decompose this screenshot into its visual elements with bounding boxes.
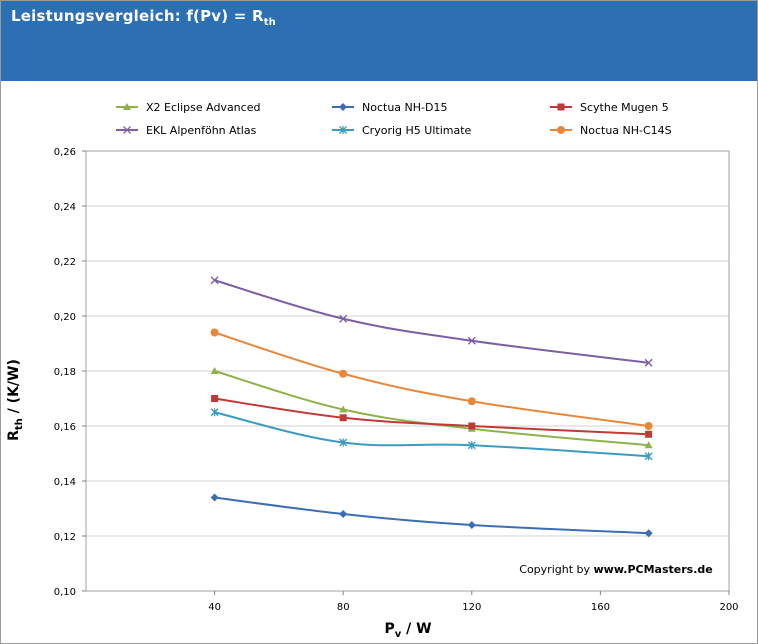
data-point	[339, 314, 348, 323]
data-point	[467, 441, 476, 450]
chart-title-sub: th	[263, 17, 277, 28]
data-point	[644, 422, 653, 430]
y-tick-label: 0,22	[54, 257, 76, 268]
data-point	[645, 430, 653, 438]
data-point	[644, 529, 653, 538]
y-tick-label: 0,16	[54, 422, 76, 433]
y-tick-label: 0,14	[54, 477, 76, 488]
data-point	[467, 521, 476, 529]
series-line-3	[214, 397, 649, 436]
data-point	[339, 405, 348, 413]
legend: X2 Eclipse Advanced Noctua NH-D15 Scythe M…	[116, 101, 672, 137]
x-axis-label-main: P	[384, 621, 394, 637]
copyright-site: www.PCMasters.de	[594, 563, 713, 576]
data-point	[467, 336, 476, 345]
y-tick-label: 0,24	[54, 202, 76, 213]
data-point	[339, 510, 348, 518]
legend-item: Cryorig H5 Ultimate	[362, 124, 472, 137]
copyright-note: Copyright by www.PCMasters.de	[519, 563, 712, 576]
y-axis-ticks: 0,10 0,12 0,14 0,16 0,18 0,20 0,22 0,24 0,26	[54, 147, 86, 598]
data-point	[210, 493, 219, 502]
legend-item: EKL Alpenföhn Atlas	[146, 124, 257, 137]
series-line-1	[214, 370, 649, 447]
y-tick-label: 0,10	[54, 587, 76, 598]
legend-marker	[339, 103, 347, 111]
x-tick-label: 80	[337, 602, 350, 613]
data-point	[644, 452, 653, 461]
x-tick-label: 200	[719, 602, 738, 613]
legend-item: Noctua NH-D15	[362, 101, 447, 114]
chart-title: Leistungsvergleich: f(Pv) = Rth	[11, 7, 276, 28]
series-line-6	[214, 331, 649, 427]
data-point	[339, 414, 347, 422]
y-tick-label: 0,18	[54, 367, 76, 378]
x-tick-label: 120	[462, 602, 481, 613]
data-point	[467, 397, 476, 406]
data-point	[644, 358, 653, 367]
legend-item: Noctua NH-C14S	[580, 124, 672, 137]
x-tick-label: 40	[208, 602, 221, 613]
chart-title-main: Leistungsvergleich: f(Pv) = R	[11, 7, 264, 25]
legend-marker	[557, 103, 565, 111]
y-tick-label: 0,12	[54, 532, 76, 543]
x-axis-label-sub: v	[395, 629, 402, 640]
legend-item: Scythe Mugen 5	[580, 101, 669, 114]
data-point	[468, 422, 476, 430]
x-axis-label-unit: / W	[401, 621, 431, 637]
series-lines	[214, 279, 649, 535]
legend-marker	[557, 126, 565, 134]
data-point	[210, 408, 219, 417]
y-tick-label: 0,26	[54, 147, 76, 158]
y-axis-label-unit: / (K/W)	[6, 359, 22, 418]
y-axis-label: Rth / (K/W)	[6, 359, 25, 441]
legend-item: X2 Eclipse Advanced	[146, 101, 260, 114]
data-point	[644, 441, 653, 449]
x-axis-ticks: 40 80 120 160 200	[208, 591, 739, 613]
x-axis-label: Pv / W	[384, 621, 431, 640]
y-axis-label-sub: th	[14, 418, 25, 430]
gridlines	[86, 205, 729, 537]
data-point	[339, 369, 348, 378]
legend-marker	[339, 126, 347, 134]
data-point	[339, 438, 348, 447]
data-point	[210, 328, 219, 337]
data-point	[210, 367, 219, 374]
y-axis-label-main: R	[6, 430, 22, 441]
series-line-2	[214, 496, 649, 535]
series-line-4	[214, 279, 649, 364]
series-line-5	[214, 411, 649, 458]
title-bar: Leistungsvergleich: f(Pv) = Rth	[1, 1, 757, 81]
data-point	[211, 395, 219, 402]
data-point	[210, 276, 219, 285]
legend-marker	[123, 103, 131, 110]
legend-marker	[123, 126, 131, 134]
series-markers	[210, 276, 653, 538]
copyright-prefix: Copyright by	[519, 563, 593, 576]
x-tick-label: 160	[591, 602, 610, 613]
y-tick-label: 0,20	[54, 312, 76, 323]
